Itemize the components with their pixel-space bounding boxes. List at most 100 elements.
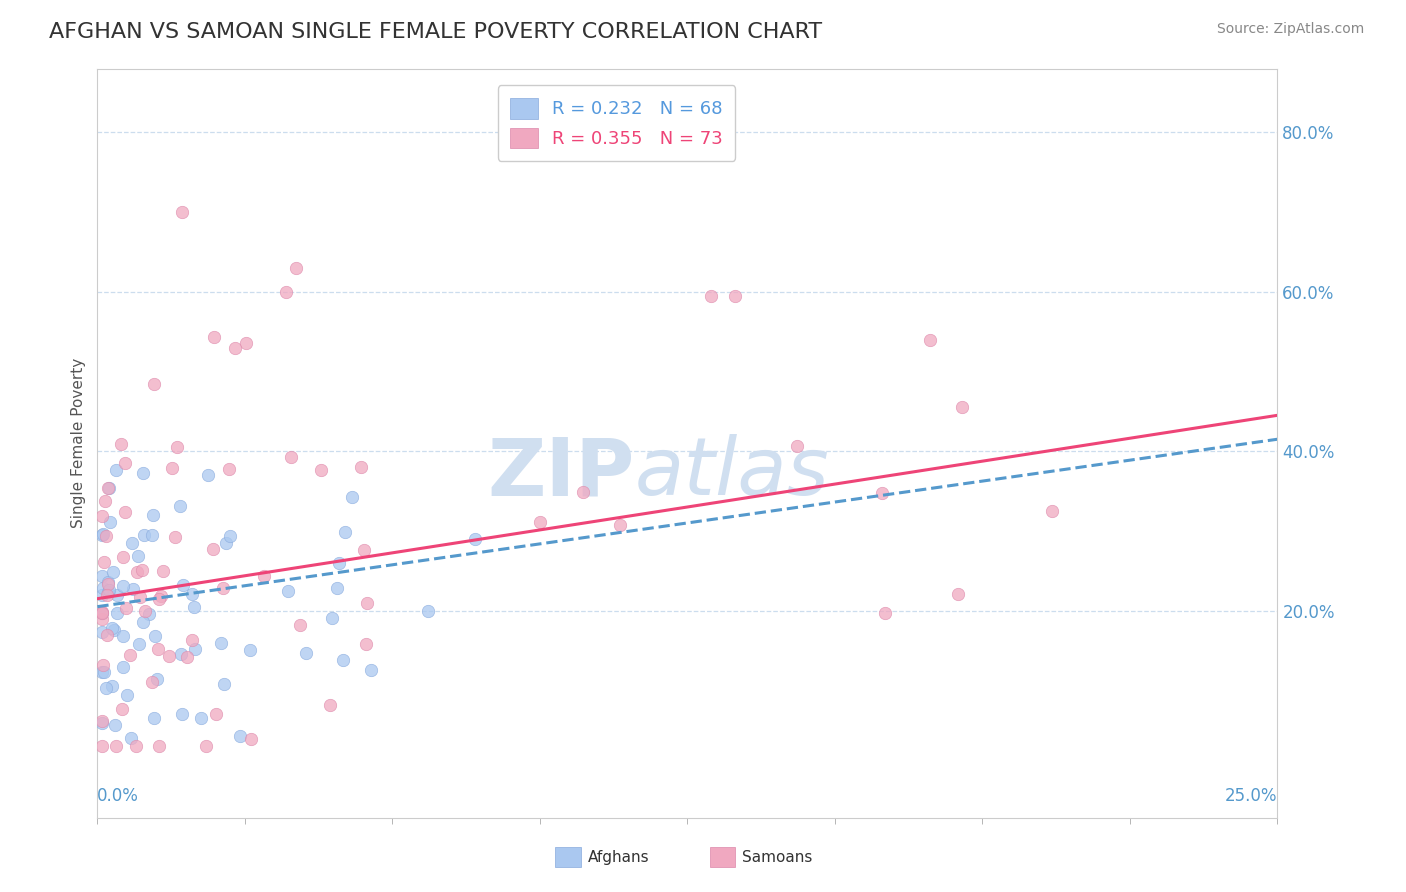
Point <box>295 646 318 660</box>
Point <box>148 641 170 656</box>
Point <box>875 606 897 620</box>
Point <box>218 529 240 543</box>
Point <box>104 717 127 731</box>
Point <box>224 341 246 355</box>
Point <box>94 529 117 543</box>
Point <box>91 528 114 542</box>
Y-axis label: Single Female Poverty: Single Female Poverty <box>72 358 86 528</box>
Point <box>112 660 135 674</box>
Point <box>148 739 170 754</box>
Text: ZIP: ZIP <box>486 434 634 512</box>
Point <box>920 333 942 347</box>
Point <box>121 536 143 550</box>
Point <box>284 260 307 275</box>
Point <box>181 632 204 647</box>
Point <box>111 702 134 716</box>
Point <box>360 663 382 677</box>
Point <box>229 729 252 743</box>
Point <box>91 665 114 679</box>
Point <box>211 581 233 595</box>
Point <box>121 582 143 597</box>
Point <box>529 515 551 529</box>
Text: AFGHAN VS SAMOAN SINGLE FEMALE POVERTY CORRELATION CHART: AFGHAN VS SAMOAN SINGLE FEMALE POVERTY C… <box>49 22 823 42</box>
Point <box>125 566 148 580</box>
Point <box>128 637 150 651</box>
Point <box>152 564 174 578</box>
Point <box>96 628 118 642</box>
Point <box>132 615 155 630</box>
Point <box>183 642 205 657</box>
Point <box>96 681 118 695</box>
Text: atlas: atlas <box>634 434 830 512</box>
Point <box>700 289 723 303</box>
Text: Afghans: Afghans <box>588 850 650 864</box>
Point <box>132 527 155 541</box>
Point <box>202 541 225 556</box>
Point <box>115 689 138 703</box>
Point <box>105 589 128 603</box>
Text: Samoans: Samoans <box>742 850 813 864</box>
Point <box>91 526 114 541</box>
Point <box>91 607 114 621</box>
Point <box>91 657 114 672</box>
Point <box>138 607 160 622</box>
Point <box>183 600 205 615</box>
Point <box>143 711 166 725</box>
Point <box>91 625 114 640</box>
Point <box>215 536 238 550</box>
Point <box>463 532 485 546</box>
Point <box>166 440 188 454</box>
Point <box>141 528 163 542</box>
Point <box>149 589 172 603</box>
Point <box>276 285 298 299</box>
Point <box>97 481 120 495</box>
Point <box>132 466 155 480</box>
Point <box>96 588 118 602</box>
Point <box>97 583 120 598</box>
Point <box>111 550 134 565</box>
Point <box>146 672 169 686</box>
Point <box>91 716 114 731</box>
Point <box>131 563 153 577</box>
Point <box>101 622 124 636</box>
Point <box>786 439 808 453</box>
Point <box>176 650 198 665</box>
Point <box>129 590 152 604</box>
Point <box>194 739 217 754</box>
Point <box>169 500 191 514</box>
Point <box>127 549 149 564</box>
Point <box>97 585 120 599</box>
Point <box>197 467 219 482</box>
Point <box>112 629 135 643</box>
Point <box>125 739 148 754</box>
Point <box>172 205 194 219</box>
Point <box>100 679 122 693</box>
Point <box>105 606 128 620</box>
Point <box>165 530 187 544</box>
Point <box>356 596 378 610</box>
Point <box>328 556 350 570</box>
Point <box>97 481 120 495</box>
Point <box>205 706 228 721</box>
Point <box>172 707 194 722</box>
Point <box>172 578 194 592</box>
Point <box>170 648 193 662</box>
Point <box>609 517 631 532</box>
Point <box>91 509 114 524</box>
Point <box>134 603 156 617</box>
Point <box>91 569 114 583</box>
Point <box>333 524 356 539</box>
Point <box>950 400 973 414</box>
Point <box>91 588 114 602</box>
Point <box>326 581 349 595</box>
Point <box>280 450 302 464</box>
Point <box>321 611 343 625</box>
Text: 0.0%: 0.0% <box>97 787 139 805</box>
Point <box>120 731 142 746</box>
Point <box>870 485 893 500</box>
Point <box>340 490 363 504</box>
Point <box>142 376 165 391</box>
Point <box>120 648 142 663</box>
Point <box>93 493 115 508</box>
Point <box>93 581 115 595</box>
